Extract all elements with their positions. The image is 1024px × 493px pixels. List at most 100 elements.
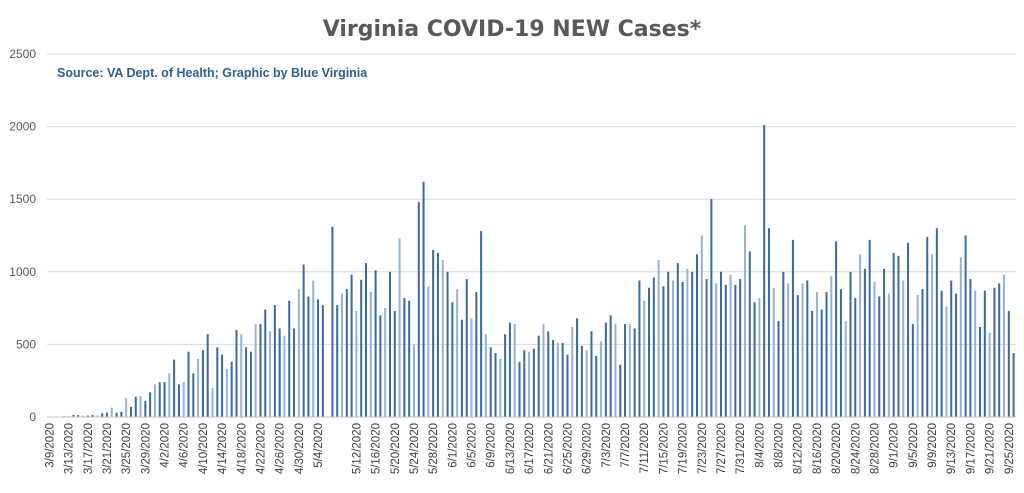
x-tick-label: 5/4/2020 bbox=[313, 423, 325, 468]
x-tick-label: 8/16/2020 bbox=[812, 423, 824, 474]
x-tick-label: 8/24/2020 bbox=[850, 423, 862, 474]
bar bbox=[187, 351, 190, 417]
bar bbox=[283, 335, 286, 417]
y-tick-label: 0 bbox=[29, 410, 36, 424]
bar bbox=[796, 295, 799, 417]
bar bbox=[221, 354, 224, 417]
bar bbox=[105, 412, 108, 417]
bar bbox=[619, 364, 622, 417]
bar bbox=[777, 321, 780, 417]
bar bbox=[772, 287, 775, 417]
bar bbox=[269, 331, 272, 417]
bar bbox=[115, 412, 118, 417]
bar bbox=[811, 311, 814, 417]
x-tick-label: 6/13/2020 bbox=[505, 423, 517, 474]
bar bbox=[77, 415, 80, 417]
bar bbox=[110, 407, 113, 417]
bar bbox=[815, 292, 818, 417]
bar bbox=[571, 326, 574, 417]
bar bbox=[475, 292, 478, 417]
x-tick-label: 7/15/2020 bbox=[658, 423, 670, 474]
x-tick-label: 8/20/2020 bbox=[831, 423, 843, 474]
bar bbox=[873, 281, 876, 417]
bar bbox=[624, 324, 627, 417]
bar bbox=[561, 342, 564, 417]
bar bbox=[173, 359, 176, 417]
bar bbox=[595, 356, 598, 417]
bar bbox=[307, 296, 310, 417]
bar bbox=[158, 382, 161, 417]
x-tick-label: 4/18/2020 bbox=[236, 423, 248, 474]
bar bbox=[724, 284, 727, 417]
bar bbox=[686, 268, 689, 417]
y-tick-label: 500 bbox=[16, 337, 36, 351]
bar bbox=[144, 401, 147, 417]
bar bbox=[585, 350, 588, 417]
bar bbox=[830, 276, 833, 417]
x-tick-label: 6/1/2020 bbox=[447, 423, 459, 468]
bar bbox=[182, 382, 185, 417]
y-tick-label: 1000 bbox=[9, 265, 36, 279]
bar bbox=[513, 324, 516, 417]
bar bbox=[408, 300, 411, 417]
bar bbox=[225, 369, 228, 417]
bar bbox=[259, 324, 262, 417]
bar bbox=[341, 293, 344, 417]
x-tick-label: 3/21/2020 bbox=[102, 423, 114, 474]
bar bbox=[350, 274, 353, 417]
bar bbox=[355, 311, 358, 417]
bar bbox=[523, 350, 526, 417]
bar bbox=[302, 264, 305, 417]
bar bbox=[715, 283, 718, 417]
bar bbox=[460, 319, 463, 417]
bar bbox=[969, 279, 972, 417]
x-tick-label: 4/22/2020 bbox=[255, 423, 267, 474]
bar bbox=[657, 260, 660, 417]
bar bbox=[168, 373, 171, 417]
x-tick-label: 8/12/2020 bbox=[793, 423, 805, 474]
bar bbox=[211, 387, 214, 417]
x-tick-label: 3/25/2020 bbox=[121, 423, 133, 474]
y-tick-label: 2000 bbox=[9, 120, 36, 134]
x-tick-label: 3/9/2020 bbox=[44, 423, 56, 468]
bar bbox=[835, 241, 838, 417]
bar bbox=[86, 415, 89, 417]
x-tick-label: 6/9/2020 bbox=[486, 423, 498, 468]
bar bbox=[297, 289, 300, 417]
bar bbox=[125, 398, 128, 417]
bar bbox=[230, 361, 233, 417]
x-tick-label: 8/28/2020 bbox=[869, 423, 881, 474]
bar bbox=[628, 324, 631, 417]
bar bbox=[988, 332, 991, 417]
bar bbox=[81, 415, 84, 417]
bar bbox=[710, 199, 713, 417]
bar bbox=[643, 300, 646, 417]
bar bbox=[177, 384, 180, 417]
bar bbox=[163, 382, 166, 417]
bar bbox=[518, 361, 521, 417]
x-tick-label: 7/3/2020 bbox=[601, 423, 613, 468]
bar bbox=[667, 271, 670, 417]
bar bbox=[508, 322, 511, 417]
x-tick-label: 3/13/2020 bbox=[64, 423, 76, 474]
x-tick-label: 5/12/2020 bbox=[351, 423, 363, 474]
bar bbox=[552, 340, 555, 417]
bar bbox=[801, 283, 804, 417]
bar bbox=[729, 274, 732, 417]
bar bbox=[451, 302, 454, 417]
bar bbox=[264, 309, 267, 417]
bar bbox=[321, 305, 324, 417]
bar bbox=[432, 250, 435, 417]
bar bbox=[360, 279, 363, 417]
bar bbox=[331, 226, 334, 417]
x-tick-label: 4/26/2020 bbox=[275, 423, 287, 474]
bar bbox=[216, 347, 219, 417]
bar bbox=[652, 277, 655, 417]
bar bbox=[959, 257, 962, 417]
bar bbox=[369, 292, 372, 417]
bar bbox=[101, 413, 104, 417]
bar bbox=[129, 406, 132, 417]
bar bbox=[91, 414, 94, 417]
bar bbox=[887, 293, 890, 417]
bar bbox=[388, 271, 391, 417]
